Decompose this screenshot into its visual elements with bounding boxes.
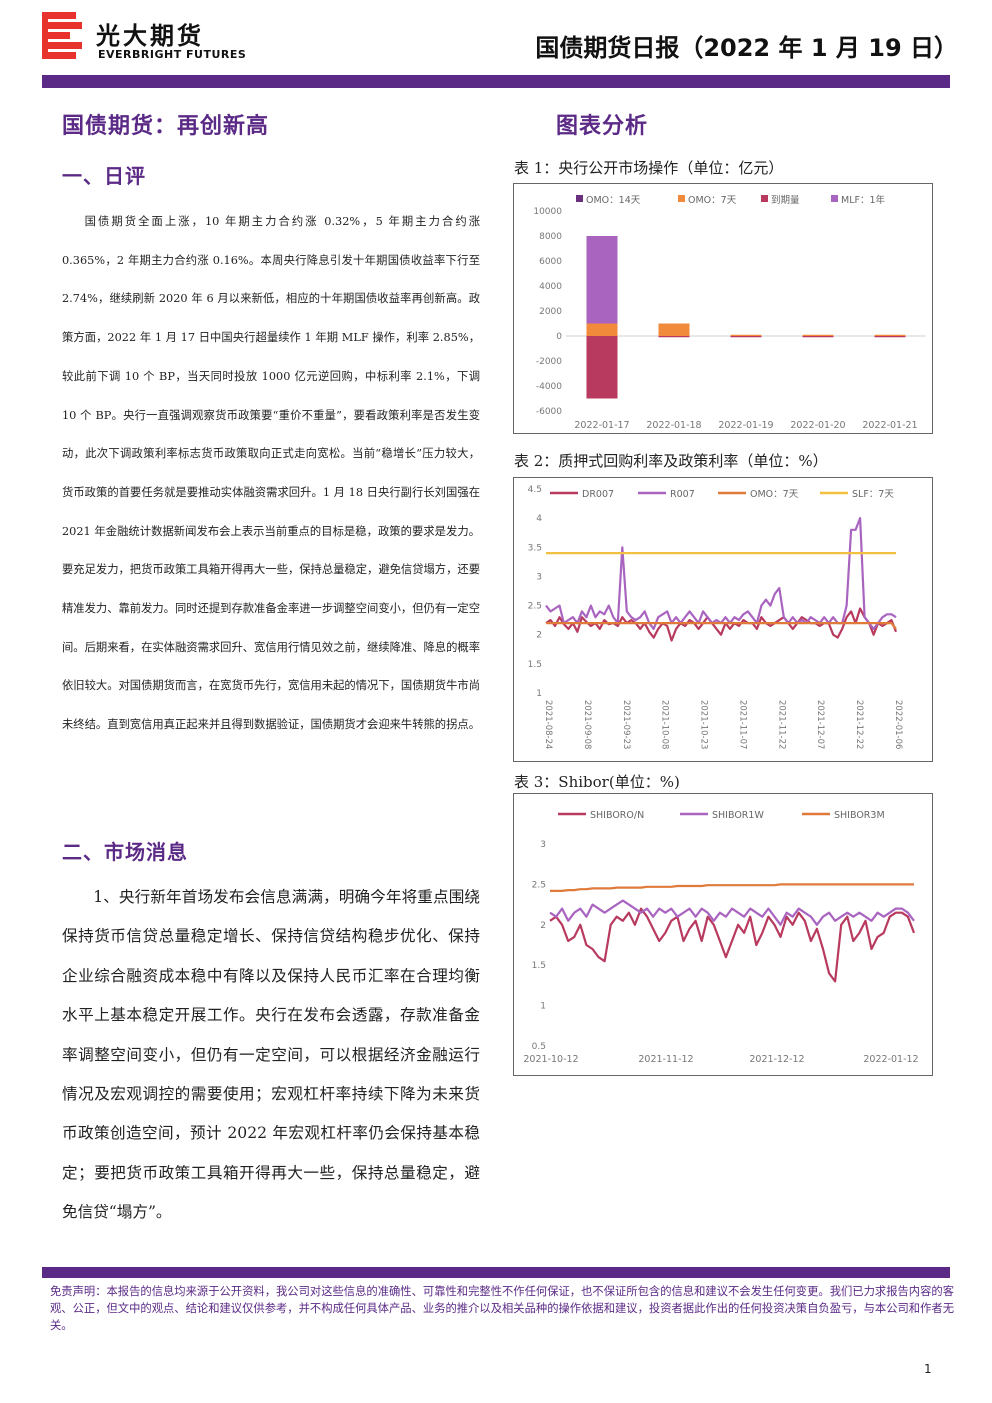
legend-label-3: SLF：7天 <box>852 489 894 500</box>
chart2-svg: DR007 R007 OMO：7天 SLF：7天4.543.532.521.51202… <box>528 485 903 749</box>
disclaimer-text: 免责声明：本报告的信息均来源于公开资料，我公司对这些信息的准确性、可靠性和完整性… <box>50 1285 954 1332</box>
chart3-shibor: SHIBORO/N SHIBOR1W SHIBOR3M 3 2.5 2 1.5 1 0.5 202… <box>513 793 933 1076</box>
bar-0-2 <box>586 336 618 399</box>
y-tick-label-1: 8000 <box>539 232 562 242</box>
legend-label-2: 到期量 <box>771 194 800 206</box>
y-tick-label-6: 1.5 <box>528 660 542 670</box>
legend-swatch-3 <box>831 195 838 202</box>
legend-swatch-1 <box>678 195 685 202</box>
x-tick-label-1: 2021-09-08 <box>582 700 592 749</box>
series-line-0 <box>545 607 898 642</box>
chart1-svg: OMO：14天 OMO：7天 到期量 MLF：1年 10000 8000 6000 4000 2… <box>533 194 926 431</box>
bar-2-2 <box>730 336 762 338</box>
y-tick-label-7: -4000 <box>536 382 562 392</box>
x-tick-label-3: 2022-01-12 <box>863 1054 918 1065</box>
series-line-2 <box>550 883 914 893</box>
logo-english-name: EVERBRIGHT FUTURES <box>98 48 247 61</box>
y-tick-label-1: 4 <box>536 514 542 524</box>
bar-1-1 <box>658 323 690 336</box>
y-tick-label-4: 2.5 <box>528 602 542 612</box>
chart2-repo-policy-rates: DR007 R007 OMO：7天 SLF：7天 4.5 4 3.5 3 2.5 2 1.5 1 202… <box>513 477 933 762</box>
x-tick-label-9: 2022-01-06 <box>893 700 903 749</box>
x-tick-label-2: 2022-01-19 <box>718 420 773 431</box>
bar-2-1 <box>730 334 762 336</box>
legend-label-0: SHIBORO/N <box>590 810 644 821</box>
chart3-svg: SHIBORO/N SHIBOR1W SHIBOR3M 3 2.5 2 1.5 1 0.5 202… <box>523 810 918 1065</box>
x-tick-label-8: 2021-12-22 <box>854 700 864 749</box>
x-tick-label-0: 2022-01-17 <box>574 420 629 431</box>
chart1-open-market-operations: OMO：14天 OMO：7天 到期量 MLF：1年 10000 8000 6000 4000 2… <box>513 183 933 434</box>
legend-label-1: R007 <box>670 489 695 500</box>
y-tick-label-5: 2 <box>536 631 542 641</box>
chart-analysis-title: 图表分析 <box>556 113 649 139</box>
logo-chinese-name: 光大期货 <box>96 22 204 50</box>
legend-swatch-2 <box>761 195 768 202</box>
y-tick-label-1: 2.5 <box>532 880 546 890</box>
y-tick-label-0: 3 <box>540 840 546 850</box>
bar-3-2 <box>802 336 834 338</box>
section-daily-review-title: 一、日评 <box>62 164 146 188</box>
y-tick-label-5: 0 <box>556 332 562 342</box>
x-tick-label-5: 2021-11-07 <box>737 700 747 749</box>
x-tick-label-4: 2021-10-23 <box>699 700 709 749</box>
chart1-caption: 表 1：央行公开市场操作（单位：亿元） <box>514 159 784 177</box>
everbright-logo-icon <box>42 12 82 59</box>
legend-label-1: OMO：7天 <box>688 195 737 206</box>
bar-3-1 <box>802 334 834 336</box>
x-tick-label-2: 2021-09-23 <box>621 700 631 749</box>
bar-0-1 <box>586 323 618 336</box>
y-tick-label-3: 3 <box>536 572 542 582</box>
series-line-1 <box>549 899 915 926</box>
chart2-caption: 表 2：质押式回购利率及政策利率（单位：%） <box>514 452 828 470</box>
x-tick-label-7: 2021-12-07 <box>815 700 825 749</box>
legend-label-3: MLF：1年 <box>841 194 885 206</box>
x-tick-label-3: 2021-10-08 <box>660 700 670 749</box>
report-title: 国债期货日报（2022 年 1 月 19 日） <box>535 34 958 62</box>
legend-label-2: SHIBOR3M <box>834 810 885 821</box>
y-tick-label-8: -6000 <box>536 407 562 417</box>
y-tick-label-2: 6000 <box>539 257 562 267</box>
bar-1-2 <box>658 336 690 338</box>
legend-label-0: OMO：14天 <box>586 195 641 206</box>
header-divider-bar <box>42 75 950 88</box>
bar-0-3 <box>586 236 618 324</box>
x-tick-label-0: 2021-08-24 <box>543 700 553 749</box>
x-tick-label-4: 2022-01-21 <box>862 420 917 431</box>
series-line-2 <box>546 622 897 630</box>
y-tick-label-3: 1.5 <box>532 961 546 971</box>
page-number: 1 <box>924 1362 932 1376</box>
market-news-text: 1、央行新年首场发布会信息满满，明确今年将重点围绕保持货币信贷总量稳定增长、保持… <box>62 888 480 1222</box>
y-tick-label-3: 4000 <box>539 282 562 292</box>
series-line-0 <box>549 907 916 983</box>
section-market-news-title: 二、市场消息 <box>62 840 188 864</box>
x-tick-label-3: 2022-01-20 <box>790 420 845 431</box>
daily-review-text: 国债期货全面上涨，10 年期主力合约涨 0.32%，5 年期主力合约涨 0.36… <box>62 215 480 732</box>
series-line-1 <box>545 516 897 630</box>
x-tick-label-2: 2021-12-12 <box>749 1054 804 1065</box>
y-tick-label-2: 2 <box>540 921 546 931</box>
main-title: 国债期货：再创新高 <box>62 113 270 139</box>
bar-4-2 <box>874 336 906 338</box>
legend-label-2: OMO：7天 <box>750 489 799 500</box>
legend-label-1: SHIBOR1W <box>712 810 764 821</box>
legend-swatch-0 <box>576 195 583 202</box>
y-tick-label-4: 1 <box>540 1002 546 1012</box>
footer-divider-bar <box>42 1267 950 1278</box>
x-tick-label-6: 2021-11-22 <box>776 700 786 749</box>
bar-4-1 <box>874 334 906 336</box>
y-tick-label-0: 4.5 <box>528 485 542 495</box>
y-tick-label-6: -2000 <box>536 357 562 367</box>
x-tick-label-0: 2021-10-12 <box>523 1054 578 1065</box>
y-tick-label-7: 1 <box>536 689 542 699</box>
y-tick-label-5: 0.5 <box>532 1042 546 1052</box>
y-tick-label-4: 2000 <box>539 307 562 317</box>
company-logo: 光大期货 EVERBRIGHT FUTURES <box>40 10 250 66</box>
x-tick-label-1: 2021-11-12 <box>638 1054 693 1065</box>
x-tick-label-1: 2022-01-18 <box>646 420 701 431</box>
y-tick-label-2: 3.5 <box>528 543 542 553</box>
chart3-caption: 表 3：Shibor(单位：%) <box>514 773 680 791</box>
y-tick-label-0: 10000 <box>533 207 562 217</box>
legend-label-0: DR007 <box>582 489 614 500</box>
